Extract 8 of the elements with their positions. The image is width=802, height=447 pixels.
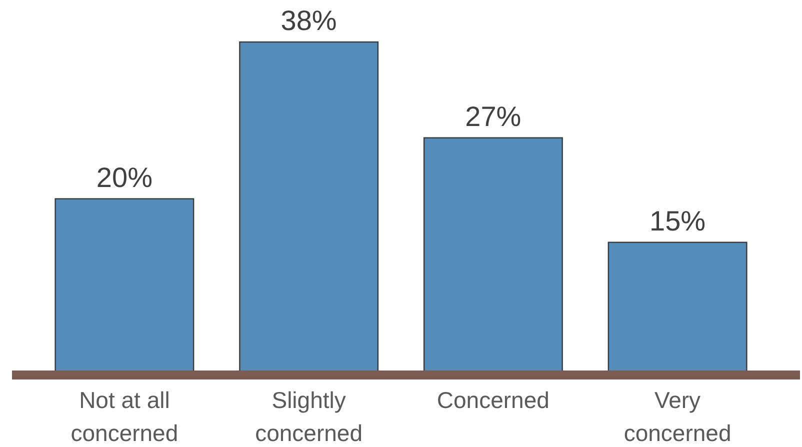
x-tick-label: Slightly concerned <box>255 387 363 446</box>
data-label: 38% <box>280 5 337 36</box>
x-tick-label: Very concerned <box>624 387 732 446</box>
x-tick-label: Concerned <box>436 387 550 413</box>
data-label: 20% <box>96 162 152 193</box>
x-tick-label: Not at all concerned <box>70 387 178 446</box>
data-label: 15% <box>650 205 706 236</box>
data-label: 27% <box>465 100 522 132</box>
